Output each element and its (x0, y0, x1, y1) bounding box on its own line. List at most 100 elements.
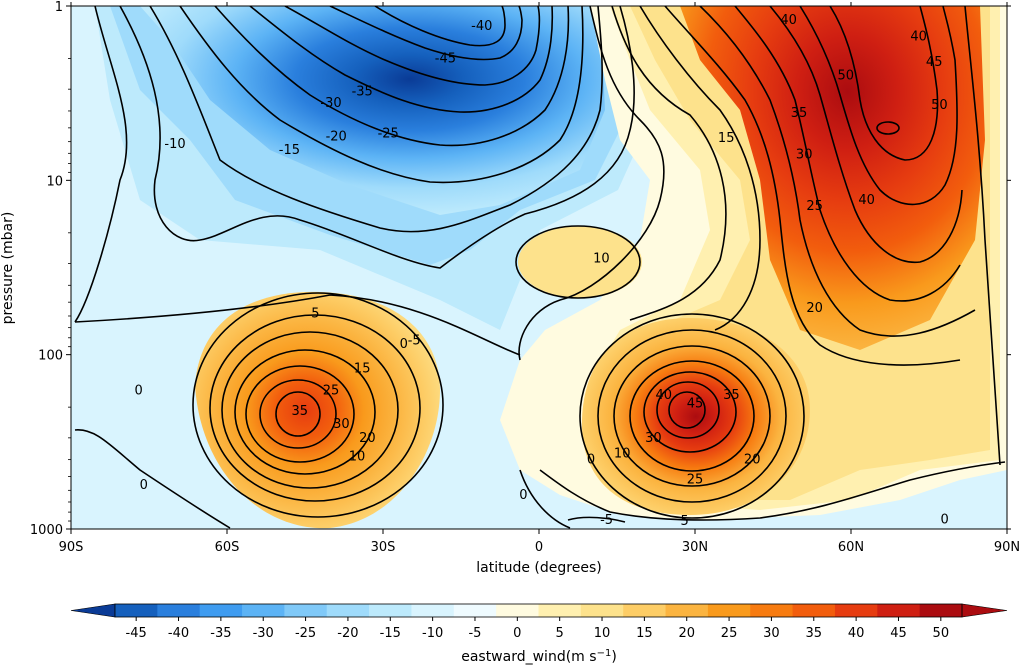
contour-line (119, 6, 635, 269)
contour-label: 20 (744, 453, 761, 468)
colorbar-extend-min (70, 603, 116, 618)
colorbar-extend-max (961, 603, 1008, 618)
y-tick-label: 10 (46, 174, 63, 189)
contour-label: 0 (940, 512, 948, 527)
colorbar-tick-label: 0 (513, 626, 521, 641)
colorbar-swatch (242, 604, 285, 617)
contour-lines (74, 6, 1006, 529)
contour-label: 45 (687, 396, 704, 411)
contour-line (539, 461, 1006, 521)
x-tick-label: 30N (682, 540, 708, 555)
colorbar-swatch (623, 604, 667, 617)
y-tick-label: 100 (38, 349, 63, 364)
contour-line (668, 391, 706, 429)
contour-line (518, 6, 665, 361)
colorbar-swatch (326, 604, 370, 617)
contour-line (664, 6, 961, 366)
contour-line (221, 331, 399, 489)
colorbar-tick-label: 10 (594, 626, 611, 641)
colorbar-swatch (580, 604, 624, 617)
contour-line (639, 6, 761, 331)
x-tick-label: 60N (838, 540, 864, 555)
colorbar-swatch (665, 604, 709, 617)
contour-label: 50 (931, 98, 948, 113)
contour-label: 20 (359, 431, 376, 446)
contour-label: 0 (400, 337, 408, 352)
fill-equatorial-westerly (518, 226, 642, 298)
colorbar-swatch (538, 604, 582, 617)
contour-label: -25 (378, 127, 399, 142)
colorbar-tick-label: -25 (295, 626, 316, 641)
contour-label: 0 (587, 453, 595, 468)
colorbar-label-exponent: −1 (597, 648, 612, 659)
contour-label: 30 (796, 147, 813, 162)
colorbar-swatch (115, 604, 158, 617)
contour-line (74, 6, 128, 323)
x-tick-label: 0 (535, 540, 543, 555)
fill-subtropical-jet-north (581, 318, 810, 515)
contour-line (149, 6, 603, 233)
colorbar-swatch (877, 604, 921, 617)
contour-line (611, 6, 727, 321)
contour-label: 20 (806, 301, 823, 316)
colorbar-swatch (199, 604, 243, 617)
colorbar-tick-label: 40 (848, 626, 865, 641)
contour-line (234, 349, 376, 475)
colorbar: -45 -40 -35 -30 -25 -20 -15 -10 -5 0 5 10 15 20 25 30 35… (70, 603, 1008, 641)
contour-label: 40 (858, 193, 875, 208)
contour-line (876, 121, 900, 135)
colorbar-label: eastward_wind(m s−1) (461, 648, 617, 666)
colorbar-tick-label: 50 (933, 626, 950, 641)
contour-line (259, 379, 337, 449)
contour-line (192, 292, 444, 518)
contour-label: 10 (614, 447, 631, 462)
contour-line (629, 360, 755, 472)
contour-label: 45 (926, 55, 943, 70)
contour-line (519, 469, 571, 529)
contour-label: 25 (687, 472, 704, 487)
x-tick-label: 90S (59, 540, 84, 555)
colorbar-swatch (157, 604, 201, 617)
contour-label: -10 (164, 137, 185, 152)
contour-line (179, 6, 584, 184)
contour-label: 30 (645, 431, 662, 446)
contour-label: -5 (408, 334, 421, 349)
contour-label: 25 (806, 199, 823, 214)
colorbar-label-text: eastward_wind(m s (461, 649, 596, 665)
contour-fill (71, 6, 1007, 529)
colorbar-tick-label: 5 (556, 626, 564, 641)
colorbar-tick-label: 20 (678, 626, 695, 641)
fill-subtropical-jet-south (195, 291, 440, 529)
contour-line (74, 294, 521, 356)
contour-label: 10 (349, 450, 366, 465)
contour-label: 5 (311, 306, 319, 321)
contour-label: 40 (780, 13, 797, 28)
contour-line (374, 6, 506, 47)
colorbar-tick-label: -10 (422, 626, 443, 641)
colorbar-tick-label: -35 (210, 626, 231, 641)
contour-line (209, 314, 421, 502)
fill-northern-westerly-jet (680, 6, 985, 350)
colorbar-swatch (834, 604, 878, 617)
colorbar-swatch (496, 604, 539, 617)
colorbar-tick-label: 15 (636, 626, 653, 641)
contour-label: 35 (723, 388, 740, 403)
contour-line (613, 345, 771, 487)
contour-label: 50 (838, 68, 855, 83)
colorbar-swatch (284, 604, 328, 617)
colorbar-swatch (919, 604, 963, 617)
contour-line (284, 6, 541, 86)
contour-label: -20 (326, 129, 347, 144)
colorbar-tick-label: -45 (126, 626, 147, 641)
contour-line (214, 6, 570, 147)
contour-label: -30 (320, 96, 341, 111)
contour-line (249, 6, 554, 113)
contour-line (769, 6, 963, 264)
contour-label: 10 (593, 251, 610, 266)
contour-line (799, 6, 958, 206)
y-axis-label: pressure (mbar) (0, 212, 16, 325)
contour-label: 0 (519, 488, 527, 503)
colorbar-tick-label: -5 (468, 626, 481, 641)
